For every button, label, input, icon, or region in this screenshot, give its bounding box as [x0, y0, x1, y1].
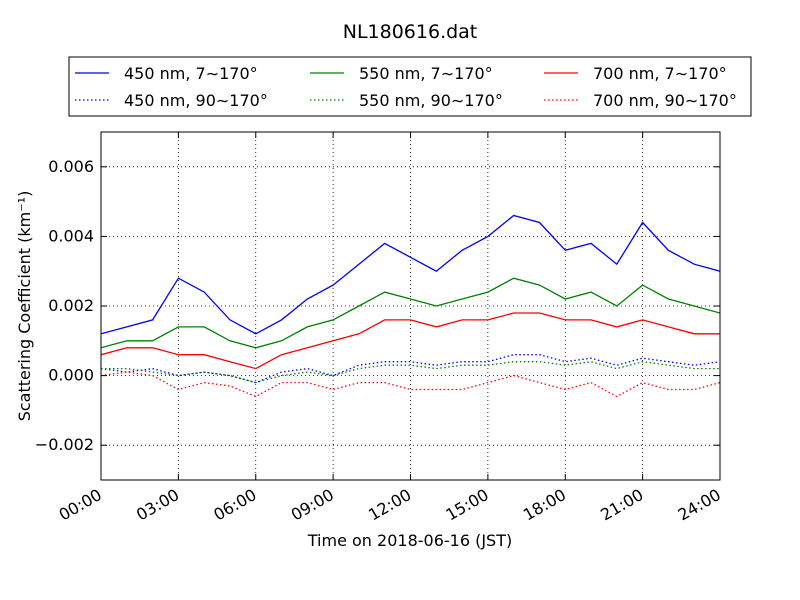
legend-label: 700 nm, 7∼170°	[593, 64, 727, 83]
x-tick-label: 12:00	[365, 485, 414, 525]
x-tick-label: 15:00	[442, 485, 491, 525]
legend-label: 700 nm, 90∼170°	[593, 91, 737, 110]
x-tick-label: 03:00	[133, 485, 182, 525]
x-tick-label: 06:00	[210, 485, 259, 525]
y-tick-label: −0.002	[35, 435, 94, 454]
series-line-700-nm-90-170	[101, 371, 720, 398]
legend-label: 550 nm, 90∼170°	[359, 91, 503, 110]
x-tick-label: 18:00	[520, 485, 569, 525]
series-line-450-nm-7-170	[101, 214, 720, 335]
chart-title: NL180616.dat	[343, 21, 478, 43]
x-tick-label: 00:00	[56, 485, 105, 525]
y-tick-label: 0.002	[48, 296, 94, 315]
legend-label: 450 nm, 7∼170°	[124, 64, 258, 83]
y-axis: −0.002 0.000 0.002 0.004 0.006	[35, 157, 720, 454]
x-axis-label: Time on 2018-06-16 (JST)	[307, 531, 512, 550]
x-tick-label: 09:00	[288, 485, 337, 525]
x-tick-label: 24:00	[675, 485, 724, 525]
x-tick-label: 21:00	[597, 485, 646, 525]
x-axis: 00:00 03:00 06:00 09:00 12:00 15:00 18:00 21:00…	[56, 132, 724, 525]
plot-series	[101, 214, 720, 398]
grid	[101, 132, 720, 480]
series-line-450-nm-90-170	[101, 354, 720, 384]
legend-label: 550 nm, 7∼170°	[359, 64, 493, 83]
y-tick-label: 0.000	[48, 366, 94, 385]
series-line-550-nm-7-170	[101, 277, 720, 349]
series-line-700-nm-7-170	[101, 312, 720, 370]
y-tick-label: 0.006	[48, 157, 94, 176]
legend: 450 nm, 7∼170° 450 nm, 90∼170° 550 nm, 7∼1…	[68, 56, 752, 117]
y-tick-label: 0.004	[48, 226, 94, 245]
y-axis-label: Scattering Coefficient (km⁻¹)	[15, 191, 34, 422]
legend-box	[68, 56, 752, 117]
legend-label: 450 nm, 90∼170°	[124, 91, 268, 110]
